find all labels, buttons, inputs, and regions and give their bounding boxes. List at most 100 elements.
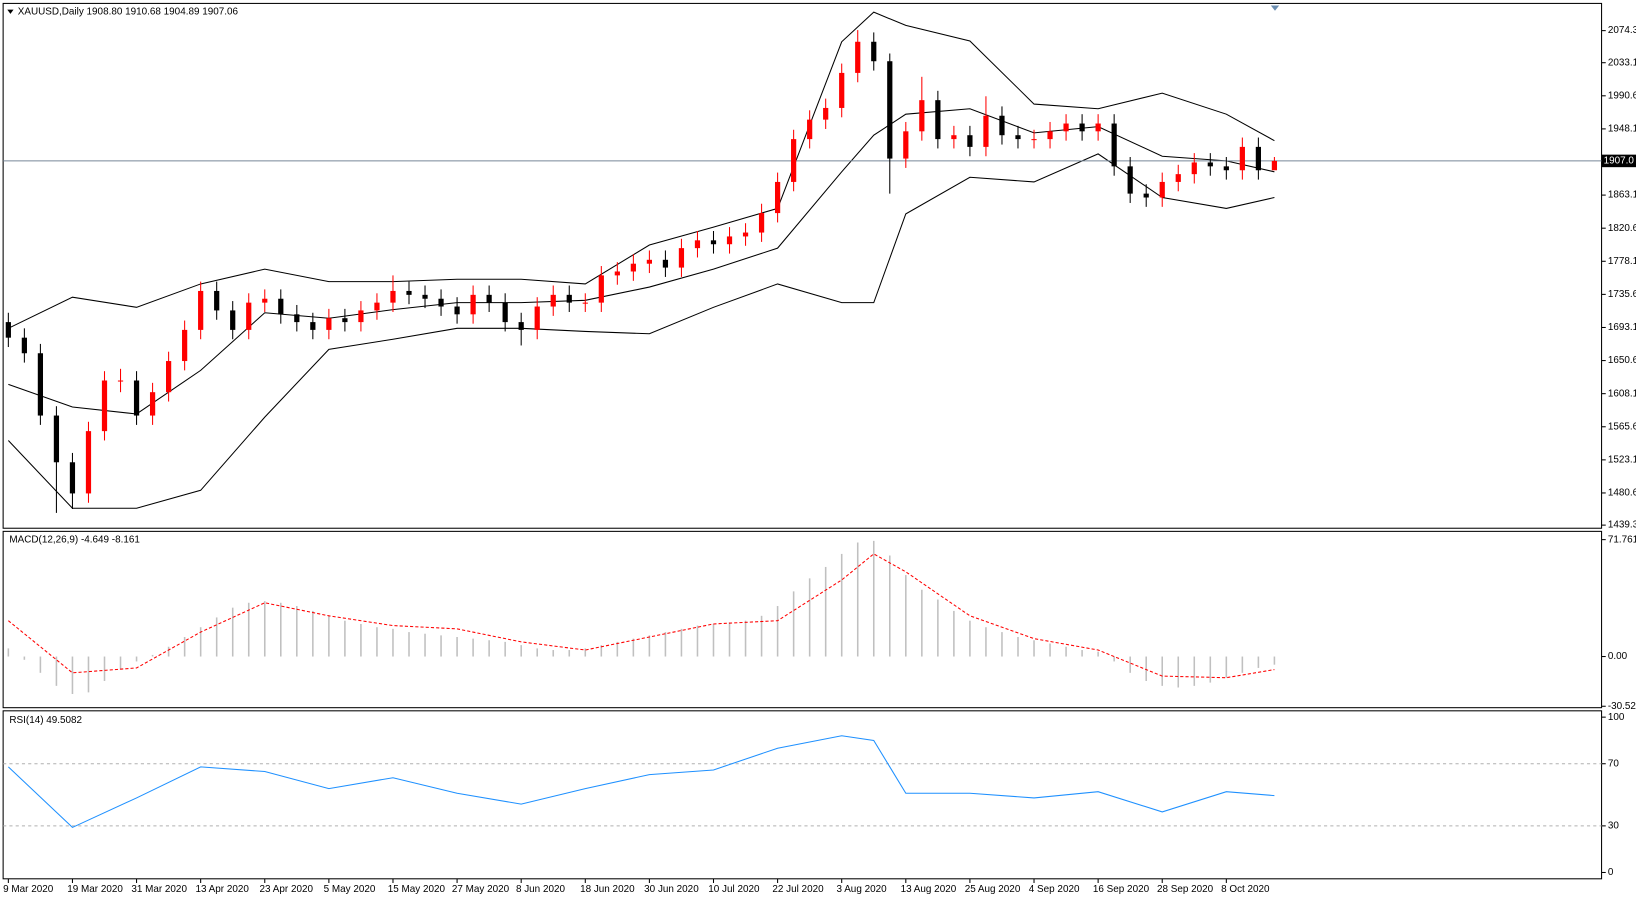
y-tick-label: 1693.1 <box>1608 322 1636 333</box>
candle-body <box>1127 166 1133 194</box>
candle-body <box>374 302 380 311</box>
x-tick-label: 18 Jun 2020 <box>580 884 635 895</box>
x-tick-label: 30 Jun 2020 <box>644 884 699 895</box>
candle-body <box>807 119 813 140</box>
y-tick-label: 30 <box>1608 821 1620 832</box>
candle-body <box>630 263 636 272</box>
x-tick-label: 3 Aug 2020 <box>836 884 887 895</box>
candle-body <box>871 41 877 62</box>
y-tick-label: -30.52 <box>1608 701 1636 712</box>
y-tick-label: 1820.6 <box>1608 223 1636 234</box>
macd-title: MACD(12,26,9) -4.649 -8.161 <box>9 534 140 545</box>
candle-body <box>839 72 845 108</box>
candle-body <box>85 431 92 494</box>
candle-body <box>246 302 252 330</box>
y-tick-label: 0 <box>1608 867 1614 878</box>
x-tick-label: 13 Aug 2020 <box>901 884 957 895</box>
candle-body <box>37 353 44 416</box>
y-tick-label: 1565.6 <box>1608 421 1636 432</box>
candle-body <box>1079 123 1085 132</box>
x-tick-label: 13 Apr 2020 <box>195 884 249 895</box>
candle-body <box>165 361 172 393</box>
x-tick-label: 10 Jul 2020 <box>708 884 760 895</box>
x-tick-label: 4 Sep 2020 <box>1029 884 1080 895</box>
candle-body <box>214 290 220 311</box>
price-label: 1907.0 <box>1604 156 1635 167</box>
candle-body <box>534 306 540 330</box>
candle-body <box>342 318 348 323</box>
y-tick-label: 1778.1 <box>1608 256 1636 267</box>
rsi-panel <box>2 710 1603 880</box>
candle-body <box>903 131 909 159</box>
candle-body <box>358 310 364 323</box>
candle-body <box>710 240 717 245</box>
main-title: XAUUSD,Daily 1908.80 1910.68 1904.89 190… <box>18 6 239 17</box>
main-panel <box>2 2 1603 529</box>
x-tick-label: 19 Mar 2020 <box>67 884 123 895</box>
candle-body <box>182 329 188 362</box>
menu-triangle[interactable] <box>7 9 14 14</box>
candle-body <box>855 41 861 73</box>
x-tick-label: 31 Mar 2020 <box>131 884 187 895</box>
candle-body <box>502 302 508 323</box>
y-tick-label: 2033.1 <box>1608 57 1636 68</box>
candle-body <box>582 302 588 304</box>
y-tick-label: 1439.3 <box>1608 520 1636 531</box>
candle-body <box>999 115 1005 136</box>
candle-body <box>133 380 140 416</box>
candle-body <box>1175 174 1181 182</box>
candle-body <box>470 294 476 315</box>
y-tick-label: 1480.6 <box>1608 488 1636 499</box>
x-tick-label: 8 Jun 2020 <box>516 884 566 895</box>
candle-body <box>1239 146 1245 171</box>
candle-body <box>1063 123 1069 132</box>
candle-body <box>887 61 893 159</box>
x-tick-label: 16 Sep 2020 <box>1093 884 1150 895</box>
y-tick-label: 1863.1 <box>1608 190 1636 201</box>
candle-body <box>1223 166 1229 171</box>
candle-body <box>518 322 524 330</box>
candle-body <box>662 259 669 268</box>
macd-signal <box>8 553 1275 679</box>
candle-body <box>550 294 556 307</box>
bollinger-lower <box>7 153 1275 509</box>
x-tick-label: 28 Sep 2020 <box>1157 884 1214 895</box>
candle-body <box>694 240 701 249</box>
candle-body <box>1015 135 1021 140</box>
y-tick-label: 1990.6 <box>1608 90 1636 101</box>
y-tick-label: 1608.1 <box>1608 388 1636 399</box>
x-tick-label: 27 May 2020 <box>452 884 510 895</box>
candle-body <box>678 248 685 268</box>
candle-body <box>566 294 572 303</box>
candle-body <box>1255 146 1261 171</box>
candle-body <box>101 380 108 432</box>
candle-body <box>935 100 941 140</box>
candle-body <box>326 318 332 330</box>
candle-body <box>21 337 27 354</box>
candle-body <box>310 322 316 330</box>
candle-body <box>262 298 268 303</box>
y-tick-label: 2074.3 <box>1608 25 1636 36</box>
y-tick-label: 1650.6 <box>1608 355 1636 366</box>
candle-body <box>646 259 653 264</box>
candle-body <box>1159 181 1165 198</box>
price-label-box <box>1601 154 1636 168</box>
y-tick-label: 100 <box>1608 712 1625 723</box>
candle-body <box>454 306 460 315</box>
x-tick-label: 15 May 2020 <box>388 884 446 895</box>
y-tick-label: 70 <box>1608 758 1620 769</box>
candle-body <box>422 294 428 299</box>
candle-body <box>230 310 236 330</box>
candle-body <box>774 181 781 214</box>
candle-body <box>486 294 492 303</box>
y-tick-label: 0.00 <box>1608 651 1628 662</box>
rsi-line <box>7 735 1275 829</box>
candle-body <box>726 236 733 245</box>
x-tick-label: 22 Jul 2020 <box>772 884 824 895</box>
candle-body <box>1207 162 1213 167</box>
candle-body <box>919 100 925 132</box>
shift-marker <box>1270 5 1280 11</box>
x-tick-label: 25 Aug 2020 <box>965 884 1021 895</box>
